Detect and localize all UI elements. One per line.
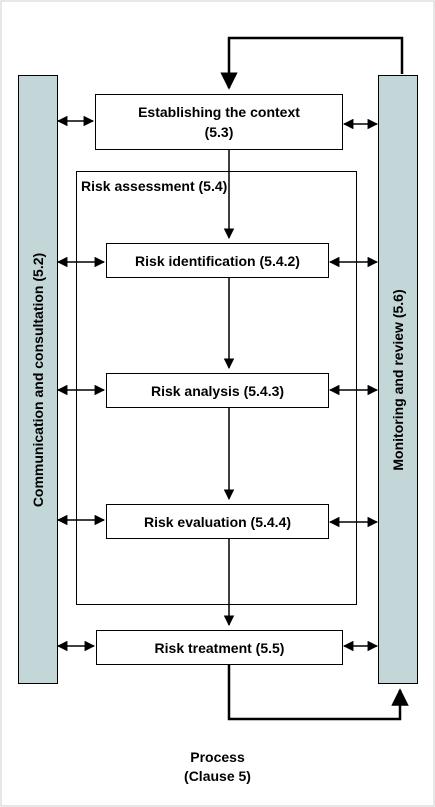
caption-line1: Process <box>190 749 245 765</box>
risk-analysis-box: Risk analysis (5.4.3) <box>106 373 329 408</box>
risk-assessment-title: Risk assessment (5.4) <box>81 178 228 194</box>
risk-evaluation-label: Risk evaluation (5.4.4) <box>143 513 292 530</box>
caption-line2: (Clause 5) <box>184 768 251 784</box>
monitoring-review-label: Monitoring and review (5.6) <box>390 288 406 471</box>
communication-consultation-label: Communication and consultation (5.2) <box>30 252 46 507</box>
communication-consultation-bar: Communication and consultation (5.2) <box>18 75 58 684</box>
risk-analysis-label: Risk analysis (5.4.3) <box>150 382 285 399</box>
risk-assessment-frame: Risk assessment (5.4) <box>76 171 357 605</box>
establishing-context-box: Establishing the context (5.3) <box>95 94 343 150</box>
feedback-loop-bottom-arrow <box>227 665 409 721</box>
monitoring-review-bar: Monitoring and review (5.6) <box>378 75 418 684</box>
risk-treatment-box: Risk treatment (5.5) <box>96 630 343 665</box>
feedback-loop-top-arrow <box>220 36 404 90</box>
diagram-caption: Process (Clause 5) <box>0 748 435 786</box>
establishing-context-line1: Establishing the context <box>138 104 300 120</box>
establishing-context-line2: (5.3) <box>204 124 234 140</box>
risk-treatment-label: Risk treatment (5.5) <box>154 639 285 656</box>
risk-identification-label: Risk identification (5.4.2) <box>135 252 300 269</box>
risk-evaluation-box: Risk evaluation (5.4.4) <box>106 504 329 539</box>
risk-identification-box: Risk identification (5.4.2) <box>106 243 329 278</box>
